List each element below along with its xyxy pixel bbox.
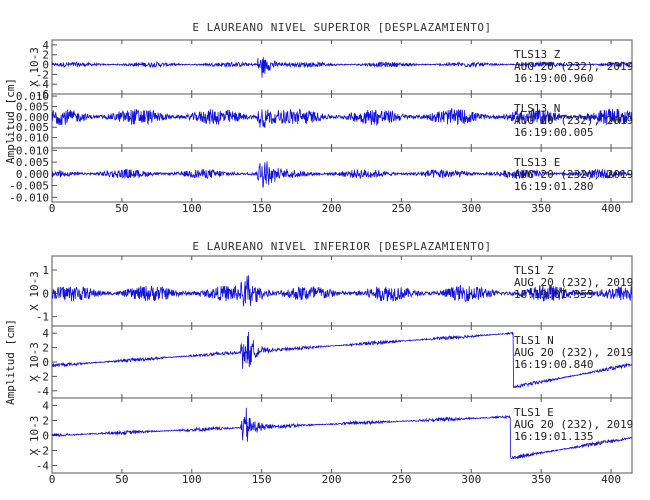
y-tick-label: 4: [42, 400, 49, 413]
y-tick-label: -0.005: [9, 121, 49, 134]
y-tick-label: -6: [36, 88, 49, 101]
y-scale-label: X 10-3: [28, 342, 41, 382]
y-tick-label: 0.005: [16, 100, 49, 113]
station-annotation: 16:19:00.005: [514, 126, 593, 139]
y-axis-label: Amplitud [cm]: [4, 78, 17, 164]
y-tick-label: 2: [42, 415, 49, 428]
y-tick-label: -4: [36, 385, 50, 398]
y-tick-label: -0.010: [9, 191, 49, 204]
y-tick-label: 0: [42, 287, 49, 300]
y-tick-label: 2: [42, 49, 49, 62]
station-annotation: AUG 20 (232), 2019: [514, 114, 633, 127]
station-annotation: AUG 20 (232), 2019: [514, 346, 633, 359]
y-tick-label: 0: [42, 356, 49, 369]
y-tick-label: 1: [42, 264, 49, 277]
y-tick-label: 0.010: [16, 144, 49, 157]
series-trace-z: [51, 275, 633, 307]
y-tick-label: -4: [36, 78, 50, 91]
y-tick-label: 4: [42, 39, 49, 52]
y-tick-label: -2: [36, 68, 49, 81]
x-tick-label: 350: [531, 202, 551, 215]
station-annotation: TLS13 E: [514, 156, 560, 169]
station-annotation: AUG 20 (232), 2019: [514, 276, 633, 289]
station-annotation: AUG 20 (232), 2019: [514, 168, 633, 181]
y-tick-label: 0.000: [16, 168, 49, 181]
station-annotation: TLS13 N: [514, 102, 560, 115]
y-tick-label: -1: [36, 311, 49, 324]
station-annotation: AUG 20 (232), 2019: [514, 60, 633, 73]
series-trace-z: [51, 57, 633, 78]
x-tick-label: 250: [391, 473, 411, 486]
x-tick-label: 150: [252, 473, 272, 486]
x-tick-label: 0: [49, 473, 56, 486]
x-tick-label: 150: [252, 202, 272, 215]
y-tick-label: 0.005: [16, 156, 49, 169]
y-tick-label: -2: [36, 370, 49, 383]
chart-1: E LAUREANO NIVEL SUPERIOR [DESPLAZAMIENT…: [4, 21, 633, 215]
y-tick-label: -4: [36, 460, 50, 473]
station-annotation: 16:19:01.355: [514, 288, 593, 301]
x-tick-label: 50: [115, 473, 128, 486]
x-tick-label: 100: [182, 473, 202, 486]
x-tick-label: 350: [531, 473, 551, 486]
x-tick-label: 200: [322, 202, 342, 215]
station-annotation: 16:19:01.280: [514, 180, 593, 193]
x-tick-label: 400: [601, 473, 621, 486]
series-trace-e: [51, 407, 633, 460]
chart-title: E LAUREANO NIVEL INFERIOR [DESPLAZAMIENT…: [192, 240, 491, 253]
chart-2: E LAUREANO NIVEL INFERIOR [DESPLAZAMIENT…: [4, 240, 633, 486]
x-tick-label: 100: [182, 202, 202, 215]
y-tick-label: 4: [42, 327, 49, 340]
y-scale-label: X 10-3: [28, 47, 41, 87]
station-annotation: AUG 20 (232), 2019: [514, 418, 633, 431]
x-tick-label: 50: [115, 202, 128, 215]
x-tick-label: 300: [461, 473, 481, 486]
y-tick-label: -2: [36, 445, 49, 458]
series-trace-e: [51, 161, 633, 188]
station-annotation: TLS1 E: [514, 406, 554, 419]
x-tick-label: 300: [461, 202, 481, 215]
station-annotation: TLS1 N: [514, 334, 554, 347]
station-annotation: TLS13 Z: [514, 48, 561, 61]
y-scale-label: X 10-3: [28, 271, 41, 311]
x-tick-label: 200: [322, 473, 342, 486]
y-scale-label: X 10-3: [28, 416, 41, 456]
chart-title: E LAUREANO NIVEL SUPERIOR [DESPLAZAMIENT…: [192, 21, 491, 34]
series-trace-n: [51, 108, 633, 129]
y-axis-label: Amplitud [cm]: [4, 319, 17, 405]
y-tick-label: -0.010: [9, 132, 49, 145]
y-tick-label: 0: [42, 59, 49, 72]
y-tick-label: 0.010: [16, 90, 49, 103]
station-annotation: 16:19:01.135: [514, 430, 593, 443]
y-tick-label: 2: [42, 342, 49, 355]
x-tick-label: 400: [601, 202, 621, 215]
series-trace-n: [51, 331, 633, 389]
y-tick-label: 0.000: [16, 111, 49, 124]
station-annotation: TLS1 Z: [514, 264, 554, 277]
x-tick-label: 250: [391, 202, 411, 215]
station-annotation: 16:19:00.840: [514, 358, 593, 371]
station-annotation: 16:19:00.960: [514, 72, 593, 85]
x-tick-label: 0: [49, 202, 56, 215]
y-tick-label: -0.005: [9, 180, 49, 193]
y-tick-label: 0: [42, 430, 49, 443]
